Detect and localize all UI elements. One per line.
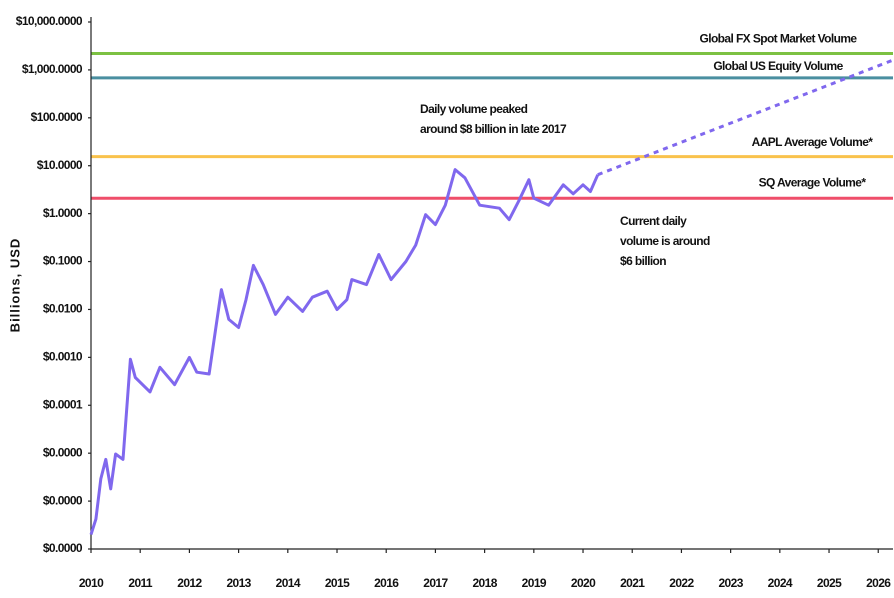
x-tick-label: 2026 — [866, 576, 891, 590]
x-tick-label: 2023 — [718, 576, 743, 590]
data-line — [89, 168, 600, 536]
annotation: Daily volume peaked — [420, 102, 528, 116]
x-tick-label: 2018 — [472, 576, 497, 590]
reference-label: SQ Average Volume* — [759, 175, 867, 189]
x-tick-label: 2019 — [522, 576, 547, 590]
y-tick-label: $10,000.0000 — [16, 14, 83, 28]
x-tick-label: 2025 — [817, 576, 842, 590]
x-tick-label: 2016 — [374, 576, 399, 590]
projection-line — [597, 58, 894, 177]
x-tick-label: 2013 — [226, 576, 251, 590]
annotation: volume is around — [620, 234, 710, 248]
annotation: $6 billion — [620, 254, 666, 268]
reference-label: Global US Equity Volume — [713, 59, 843, 73]
x-tick-label: 2014 — [276, 576, 301, 590]
y-tick-label: $0.0001 — [43, 397, 83, 411]
y-axis-label: Billions, USD — [7, 238, 22, 333]
x-tick-label: 2024 — [768, 576, 793, 590]
x-tick-label: 2012 — [177, 576, 202, 590]
annotation: Current daily — [620, 214, 687, 228]
y-tick-label: $1,000.0000 — [22, 62, 83, 76]
y-tick-label: $0.0100 — [43, 302, 83, 316]
y-tick-label: $0.1000 — [43, 254, 83, 268]
x-tick-label: 2021 — [620, 576, 645, 590]
y-tick-label: $0.0000 — [43, 445, 83, 459]
reference-label: Global FX Spot Market Volume — [699, 32, 857, 46]
x-tick-label: 2022 — [669, 576, 694, 590]
y-tick-label: $0.0000 — [43, 493, 83, 507]
y-tick-label: $0.0000 — [43, 541, 83, 555]
reference-label: AAPL Average Volume* — [752, 135, 874, 149]
y-tick-label: $10.0000 — [37, 158, 83, 172]
x-tick-label: 2017 — [423, 576, 448, 590]
annotation: around $8 billion in late 2017 — [420, 122, 567, 136]
y-tick-label: $1.0000 — [43, 206, 83, 220]
x-tick-label: 2020 — [571, 576, 596, 590]
x-tick-label: 2010 — [79, 576, 104, 590]
x-tick-label: 2011 — [128, 576, 153, 590]
y-tick-label: $100.0000 — [31, 110, 83, 124]
y-tick-label: $0.0010 — [43, 350, 83, 364]
x-tick-label: 2015 — [325, 576, 350, 590]
